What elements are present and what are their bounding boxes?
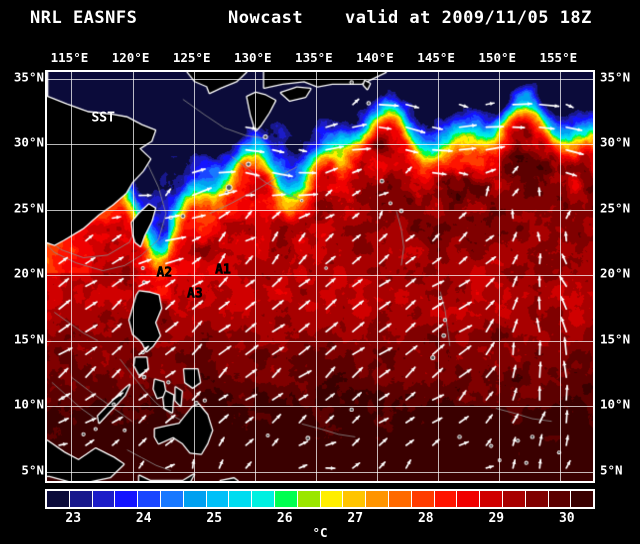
colorbar-units-label: °C <box>312 525 328 540</box>
run-type: Nowcast <box>228 8 304 28</box>
colorbar-swatch <box>410 491 434 507</box>
lat-tick-label: 5°N <box>21 462 44 478</box>
lat-tick-label: 20°N <box>13 265 44 281</box>
model-name: NRL EASNFS <box>30 8 138 28</box>
colorbar-swatch <box>68 491 92 507</box>
longitude-axis-top: 115°E 120°E 125°E 130°E 135°E 140°E 145°E 150°E… <box>0 50 640 66</box>
lat-tick-label: 20°N <box>600 265 631 281</box>
lon-tick-label: 120°E <box>111 50 150 65</box>
lat-tick-label: 15°N <box>600 331 631 347</box>
colorbar-tick-label: 24 <box>135 511 152 526</box>
colorbar-tick-label: 27 <box>347 511 364 526</box>
colorbar-tick-label: 26 <box>276 511 293 526</box>
lat-tick-label: 25°N <box>13 200 44 216</box>
colorbar-swatch <box>479 491 502 507</box>
annotation-a1: A1 <box>215 262 231 278</box>
colorbar-tick-label: 25 <box>206 511 223 526</box>
colorbar-swatch <box>547 491 571 507</box>
lat-tick-label: 15°N <box>13 331 44 347</box>
valid-time: valid at 2009/11/05 18Z <box>345 8 592 28</box>
lat-tick-label: 25°N <box>600 200 631 216</box>
colorbar-swatch <box>319 491 343 507</box>
annotation-a2: A2 <box>156 265 173 281</box>
colorbar-swatch <box>501 491 525 507</box>
colorbar <box>45 489 595 509</box>
lat-tick-label: 35°N <box>600 69 631 85</box>
colorbar-tick-label: 30 <box>558 511 575 526</box>
lat-tick-label: 30°N <box>600 134 631 150</box>
lon-tick-label: 135°E <box>295 50 333 65</box>
colorbar-tick-label: 23 <box>65 511 82 526</box>
colorbar-swatch <box>387 491 411 507</box>
lat-tick-label: 30°N <box>13 134 44 150</box>
colorbar-swatch <box>182 491 206 507</box>
page-title: NRL EASNFS Nowcast valid at 2009/11/05 1… <box>0 6 640 30</box>
colorbar-swatch <box>456 491 480 507</box>
colorbar-swatch <box>114 491 138 507</box>
colorbar-swatch <box>228 491 252 507</box>
lat-tick-label: 10°N <box>600 396 631 412</box>
lat-tick-label: 10°N <box>13 396 44 412</box>
colorbar-ticks: 23 24 25 26 27 28 29 30 <box>0 511 640 527</box>
colorbar-swatch <box>205 491 229 507</box>
annotation-a3: A3 <box>187 286 203 302</box>
colorbar-swatch <box>91 491 115 507</box>
lon-tick-label: 130°E <box>233 50 272 65</box>
colorbar-swatch <box>524 491 548 507</box>
lon-tick-label: 115°E <box>50 50 89 65</box>
colorbar-tick-label: 29 <box>488 511 505 526</box>
colorbar-swatch <box>47 491 69 507</box>
colorbar-swatch <box>137 491 160 507</box>
sst-field-canvas <box>47 72 593 481</box>
lon-tick-label: 155°E <box>539 50 578 65</box>
colorbar-swatch <box>273 491 297 507</box>
colorbar-tick-label: 28 <box>417 511 434 526</box>
colorbar-swatch <box>251 491 274 507</box>
colorbar-swatch <box>570 491 594 507</box>
lon-tick-label: 125°E <box>172 50 211 65</box>
colorbar-swatch <box>365 491 388 507</box>
lon-tick-label: 140°E <box>356 50 394 65</box>
lat-tick-label: 35°N <box>13 69 44 85</box>
sst-map[interactable]: SST A2 A1 A3 <box>45 70 595 483</box>
lon-tick-label: 150°E <box>478 50 517 65</box>
variable-label: SST <box>91 110 115 126</box>
colorbar-swatch <box>159 491 183 507</box>
lon-tick-label: 145°E <box>417 50 455 65</box>
lat-tick-label: 5°N <box>600 462 623 478</box>
colorbar-swatch <box>433 491 457 507</box>
colorbar-swatch <box>342 491 366 507</box>
colorbar-swatch <box>296 491 320 507</box>
